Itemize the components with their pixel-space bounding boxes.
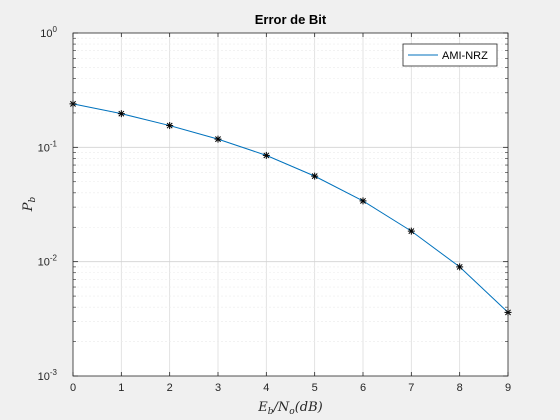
- data-point-marker: [407, 227, 415, 235]
- y-tick-label: 10-2: [38, 254, 58, 269]
- y-tick-label: 100: [40, 25, 57, 40]
- grid: [73, 33, 508, 376]
- x-tick-label: 2: [167, 382, 173, 394]
- series-lines: [72, 103, 509, 313]
- data-point-marker: [214, 135, 222, 143]
- x-tick-label: 4: [263, 382, 269, 394]
- legend: AMI-NRZ: [402, 43, 498, 67]
- x-tick-label: 0: [70, 382, 76, 394]
- x-tick-label: 9: [505, 382, 511, 394]
- y-tick-label: 10-3: [38, 368, 58, 383]
- x-axis-label: Eb/No(dB): [257, 400, 322, 417]
- data-point-marker: [117, 110, 125, 118]
- x-tick-label: 8: [457, 382, 463, 394]
- data-point-marker: [311, 172, 319, 180]
- legend-box: [402, 43, 498, 67]
- chart-title: Error de Bit: [255, 12, 327, 27]
- y-axis-label: Pb: [21, 197, 38, 213]
- x-tick-label: 5: [312, 382, 318, 394]
- data-point-marker: [456, 263, 464, 271]
- x-tick-label: 1: [118, 382, 124, 394]
- svg-text:Eb/No(dB): Eb/No(dB): [257, 400, 322, 417]
- plot-area: [73, 33, 508, 376]
- svg-text:Pb: Pb: [21, 197, 38, 213]
- plot-frame: [72, 32, 509, 377]
- legend-label: AMI-NRZ: [442, 50, 488, 62]
- data-point-marker: [166, 122, 174, 130]
- x-tick-label: 3: [215, 382, 221, 394]
- data-point-marker: [262, 151, 270, 159]
- y-tick-label: 10-1: [38, 139, 58, 154]
- series-line: [72, 103, 509, 313]
- data-point-marker: [359, 197, 367, 205]
- x-tick-label: 6: [360, 382, 366, 394]
- x-tick-label: 7: [408, 382, 414, 394]
- axis-ticks: 0 1 2 3 4 5 6 7 8 9 10-3 10-2 10-1 100: [38, 25, 511, 394]
